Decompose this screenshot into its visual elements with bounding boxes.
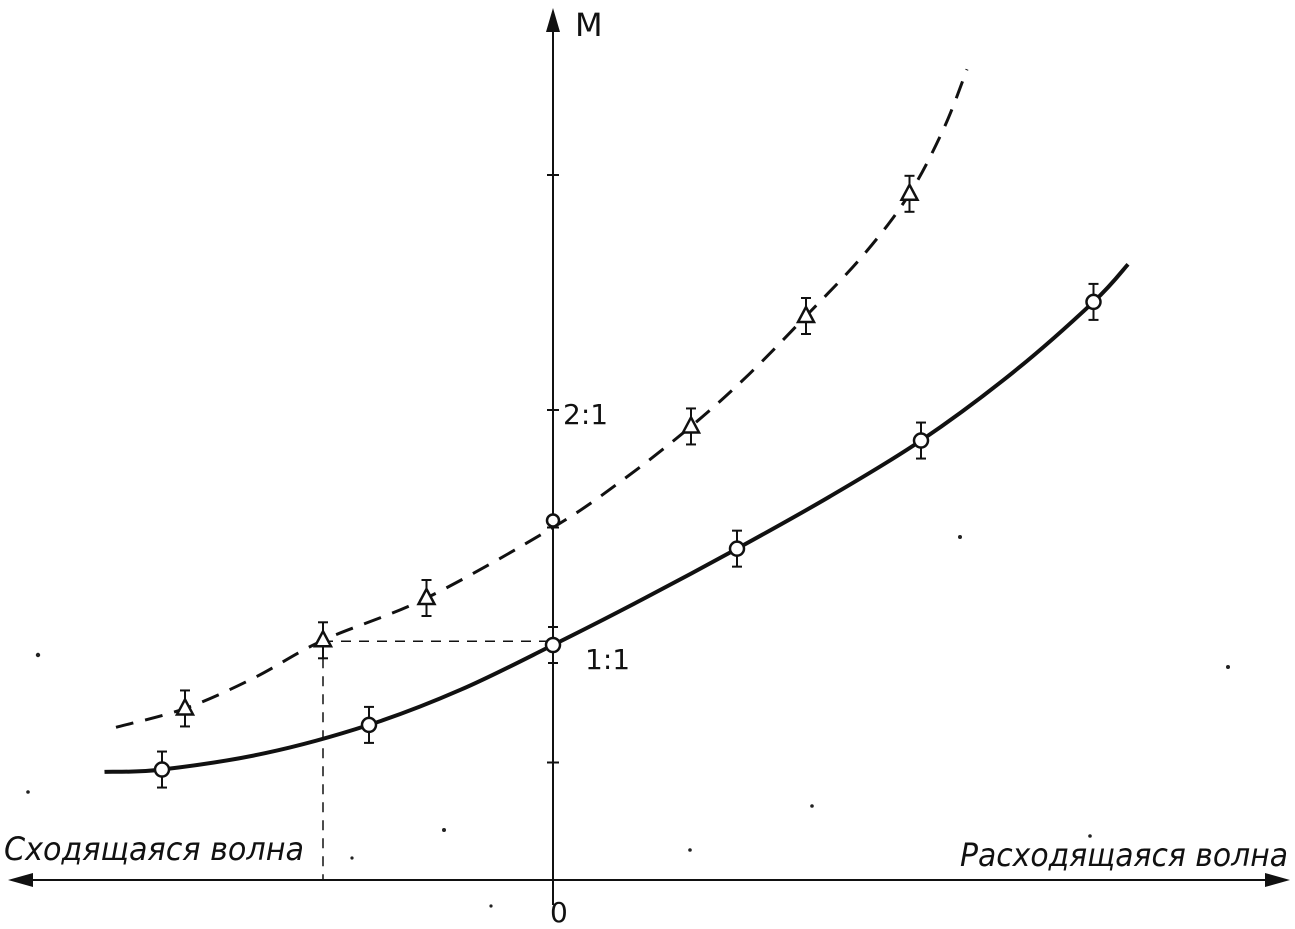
data-point-circle: [360, 705, 378, 744]
circle-marker: [360, 716, 378, 734]
guide-lines: [322, 640, 553, 880]
circle-marker: [728, 540, 746, 557]
data-point-triangle: [416, 579, 437, 617]
x-axis-arrow-left: [8, 873, 33, 887]
x-origin-label: 0: [550, 896, 568, 929]
circle-marker: [912, 432, 930, 449]
data-point-triangle: [899, 174, 920, 213]
y-tick-label: 2:1: [563, 398, 608, 431]
series-line-dashed: [115, 68, 969, 729]
circle-marker: [153, 761, 171, 778]
data-point-triangle: [174, 689, 196, 728]
markers: [153, 174, 1102, 789]
diverging-wave-label: Расходящаяся волна: [960, 836, 1288, 874]
triangle-marker: [680, 414, 702, 434]
data-point-circle: [912, 421, 930, 460]
circle-marker: [1085, 293, 1102, 311]
series: [104, 68, 1130, 774]
data-point-triangle: [795, 297, 817, 335]
circle-marker: [544, 636, 562, 654]
triangle-marker: [416, 586, 437, 606]
data-point-circle: [544, 626, 562, 664]
y-axis-label: M: [575, 6, 603, 44]
converging-wave-label: Сходящаяся волна: [4, 830, 304, 868]
scan-noise: [26, 535, 1230, 908]
data-point-circle: [728, 529, 746, 568]
data-point-circle: [1085, 282, 1102, 321]
x-axis-arrow-right: [1265, 873, 1290, 887]
triangle-marker: [795, 304, 817, 324]
y-ticks: 2:1 1:1: [547, 174, 630, 764]
series-line-solid: [104, 262, 1130, 774]
data-point-triangle: [680, 407, 702, 446]
triangle-marker: [312, 628, 334, 648]
data-point-triangle: [312, 621, 334, 660]
data-point-circle: [153, 750, 171, 789]
triangle-marker: [174, 696, 196, 716]
y-axis-arrow: [546, 8, 560, 32]
y-tick-label: 1:1: [585, 643, 630, 676]
triangle-marker: [899, 182, 920, 202]
dashed-axis-intercept-marker: [545, 513, 561, 528]
